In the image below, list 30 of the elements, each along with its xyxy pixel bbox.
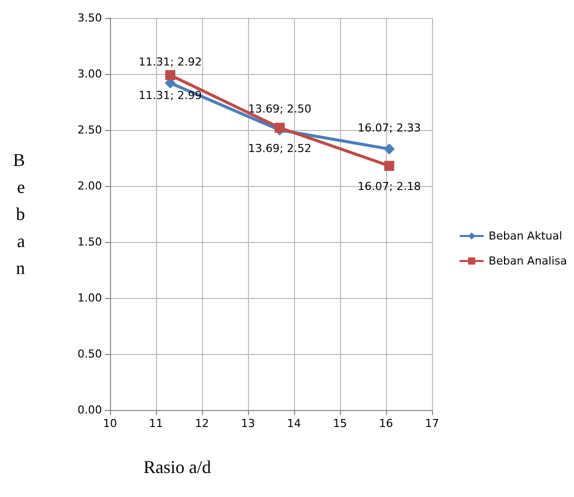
legend-label: Beban Aktual bbox=[488, 230, 562, 242]
data-label: 16.07; 2.33 bbox=[358, 122, 421, 135]
data-label: 13.69; 2.50 bbox=[248, 102, 312, 116]
y-tick-label: 3.50 bbox=[78, 12, 102, 24]
data-label: 13.69; 2.52 bbox=[248, 142, 312, 155]
y-tick-label: 3.00 bbox=[78, 68, 102, 80]
point bbox=[274, 122, 285, 133]
y-tick-label: 1.50 bbox=[78, 236, 102, 248]
x-axis-title: Rasio a/d bbox=[144, 457, 211, 477]
point bbox=[384, 160, 394, 171]
data-label: 11.31; 2.92 bbox=[138, 55, 202, 68]
x-tick-label: 11 bbox=[149, 417, 163, 430]
y-tick-label: 2.00 bbox=[78, 180, 102, 192]
x-tick-label: 13 bbox=[241, 417, 255, 430]
y-tick-label: 0.00 bbox=[78, 404, 102, 416]
x-tick-label: 15 bbox=[333, 417, 347, 430]
x-tick-label: 16 bbox=[379, 417, 393, 430]
y-axis-title: Beban bbox=[12, 150, 25, 278]
x-tick-label: 12 bbox=[195, 417, 209, 430]
x-tick-label: 10 bbox=[103, 417, 117, 430]
y-tick-label: 2.50 bbox=[78, 124, 102, 136]
data-label: 16.07; 2.18 bbox=[358, 180, 421, 193]
point bbox=[165, 70, 176, 80]
point bbox=[384, 144, 395, 155]
data-label: 11.31; 2.99 bbox=[138, 89, 202, 102]
y-tick-label: 1.00 bbox=[78, 292, 102, 304]
legend-label: Beban Analisa bbox=[488, 254, 567, 268]
y-tick-label: 0.50 bbox=[78, 348, 102, 360]
x-tick-label: 17 bbox=[425, 417, 439, 430]
x-tick-label: 14 bbox=[287, 417, 301, 430]
